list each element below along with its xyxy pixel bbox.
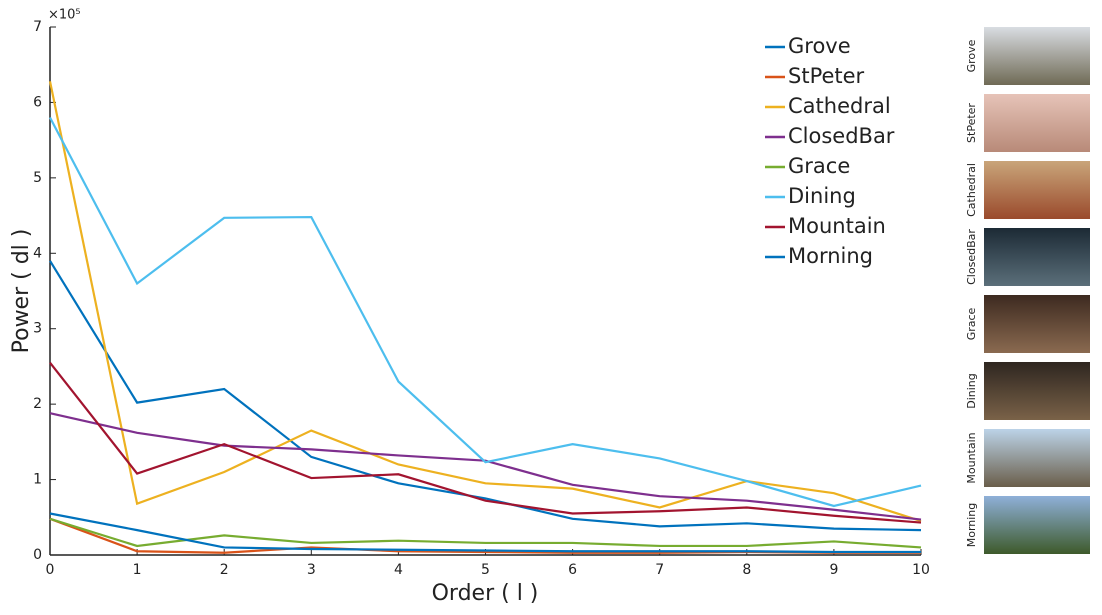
y-tick-label: 6: [33, 94, 42, 110]
x-tick-label: 8: [742, 562, 751, 578]
thumbnail-image: [984, 161, 1090, 219]
series-line: [50, 519, 921, 548]
legend-label: Morning: [788, 244, 873, 268]
thumbnail-label: ClosedBar: [965, 229, 978, 285]
x-tick-label: 4: [394, 562, 403, 578]
thumbnail-label: Morning: [965, 503, 978, 548]
x-tick-label: 10: [912, 562, 930, 578]
thumbnail-label: Grove: [965, 39, 978, 72]
y-tick-label: 2: [33, 396, 42, 412]
y-label: Power ( dl ): [9, 229, 34, 354]
legend-label: Grove: [788, 34, 851, 58]
y-tick-label: 1: [33, 472, 42, 488]
series-line: [50, 514, 921, 552]
legend-label: Grace: [788, 154, 850, 178]
thumbnail-label: Mountain: [965, 432, 978, 483]
thumbnail-image: [984, 496, 1090, 554]
thumbnail-image: [984, 228, 1090, 286]
y-multiplier: ×10⁵: [48, 8, 81, 23]
y-tick-label: 7: [33, 19, 42, 35]
x-tick-label: 6: [568, 562, 577, 578]
x-tick-label: 9: [829, 562, 838, 578]
thumbnails: [984, 27, 1090, 554]
x-label: Order ( l ): [432, 581, 539, 606]
series-line: [50, 261, 921, 530]
legend-label: Dining: [788, 184, 856, 208]
series-line: [50, 519, 921, 553]
y-tick-label: 3: [33, 321, 42, 337]
thumbnail-image: [984, 362, 1090, 420]
x-tick-label: 2: [220, 562, 229, 578]
chart: ×10⁵ Order ( l ) Power ( dl ) 0 1 2 3 4 5 6 7 0 1…: [0, 0, 1102, 611]
thumbnail-image: [984, 94, 1090, 152]
y-tick-label: 4: [33, 245, 42, 261]
x-tick-label: 0: [46, 562, 55, 578]
legend-label: StPeter: [788, 64, 865, 88]
legend-label: Cathedral: [788, 94, 891, 118]
thumbnail-label: StPeter: [965, 103, 978, 143]
thumbnail-image: [984, 295, 1090, 353]
series-line: [50, 413, 921, 519]
thumbnail-label: Dining: [965, 373, 978, 409]
thumbnail-image: [984, 27, 1090, 85]
thumbnail-image: [984, 429, 1090, 487]
x-tick-label: 3: [307, 562, 316, 578]
x-tick-label: 1: [133, 562, 142, 578]
legend-label: Mountain: [788, 214, 886, 238]
x-tick-label: 7: [655, 562, 664, 578]
legend-label: ClosedBar: [788, 124, 895, 148]
y-tick-label: 0: [33, 547, 42, 563]
thumbnail-label: Cathedral: [965, 163, 978, 217]
thumbnail-label: Grace: [965, 307, 978, 340]
y-tick-label: 5: [33, 170, 42, 186]
x-tick-label: 5: [481, 562, 490, 578]
